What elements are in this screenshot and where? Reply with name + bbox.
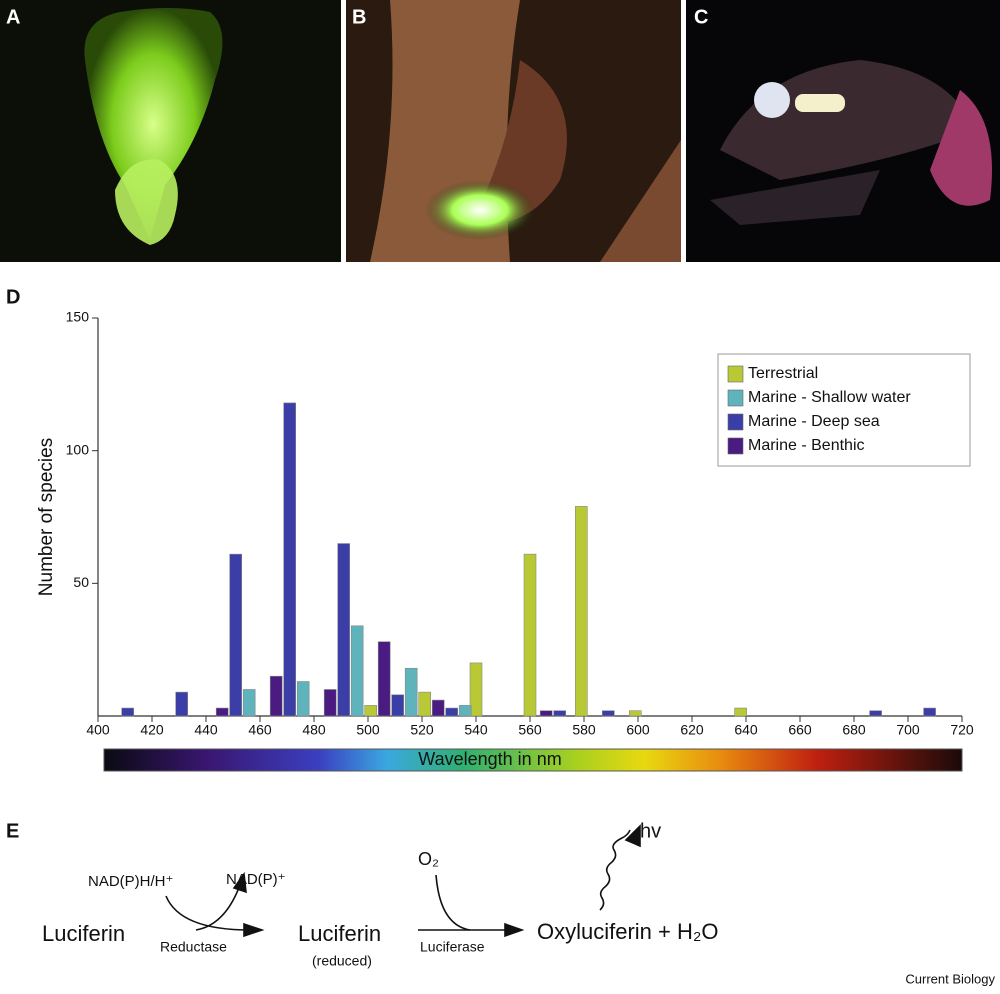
x-tick-label: 520	[410, 722, 434, 738]
x-tick-label: 580	[572, 722, 596, 738]
y-axis-label: Number of species	[36, 438, 57, 596]
arrow	[435, 874, 471, 931]
bar	[628, 710, 642, 717]
y-tick-label: 50	[73, 574, 89, 590]
bar	[553, 710, 567, 717]
arrow	[165, 895, 251, 931]
bar	[869, 710, 882, 717]
reaction-text: O₂	[418, 849, 439, 869]
bar	[469, 662, 483, 717]
arrow	[195, 884, 241, 931]
bar	[458, 705, 472, 717]
x-tick-label: 560	[518, 722, 542, 738]
bar	[269, 675, 283, 717]
x-tick-label: 540	[464, 722, 488, 738]
bar	[283, 402, 297, 717]
legend-label: Marine - Shallow water	[748, 389, 911, 406]
x-axis-label: Wavelength in nm	[418, 749, 561, 769]
legend-label: Marine - Benthic	[748, 437, 865, 454]
x-tick-label: 420	[140, 722, 164, 738]
panel-label: A	[6, 6, 20, 28]
legend-label: Marine - Deep sea	[748, 413, 880, 430]
fish-eye	[754, 82, 790, 118]
bar	[523, 553, 537, 717]
reaction-text: Luciferase	[420, 939, 485, 955]
bar	[121, 707, 134, 717]
legend-swatch	[727, 365, 744, 383]
x-tick-label: 400	[86, 722, 110, 738]
bar	[601, 710, 615, 717]
bar	[215, 707, 229, 717]
legend-box	[717, 353, 971, 467]
arrowhead	[504, 922, 525, 938]
bar	[323, 689, 337, 717]
mushroom-cap	[84, 8, 223, 240]
bar	[574, 506, 588, 717]
bar	[404, 667, 418, 717]
bar	[175, 691, 188, 717]
x-tick-label: 680	[842, 722, 866, 738]
branch	[600, 140, 681, 262]
photophore	[795, 94, 845, 112]
reaction-text: hv	[640, 820, 661, 842]
bar	[923, 707, 936, 717]
bar	[350, 625, 364, 717]
panel-label: D	[6, 286, 20, 308]
mushroom-small	[115, 159, 178, 245]
x-tick-label: 660	[788, 722, 812, 738]
reaction-text: NAD(P)H/H⁺	[88, 873, 173, 890]
reaction-text: Oxyluciferin + H₂O	[537, 919, 719, 944]
x-tick-label: 700	[896, 722, 920, 738]
x-tick-label: 440	[194, 722, 218, 738]
insect-glow	[425, 180, 535, 240]
bar	[431, 699, 445, 717]
footer: Current Biology	[905, 971, 995, 986]
x-tick-label: 460	[248, 722, 272, 738]
reaction-text: Luciferin	[42, 921, 125, 946]
arrowhead	[232, 871, 247, 894]
panel-label: E	[6, 820, 19, 842]
reaction-text: (reduced)	[312, 953, 372, 969]
x-tick-label: 620	[680, 722, 704, 738]
x-tick-label: 480	[302, 722, 326, 738]
bar	[377, 641, 391, 717]
x-tick-label: 640	[734, 722, 758, 738]
fish-gill	[930, 90, 992, 206]
bar	[242, 689, 256, 717]
bar	[337, 543, 351, 717]
reaction-text: Luciferin	[298, 921, 381, 946]
bar	[229, 553, 242, 717]
x-tick-label: 500	[356, 722, 380, 738]
bar	[364, 705, 378, 717]
chart: Wavelength in nm Number of species 50 100…	[36, 309, 974, 772]
reaction-text: Reductase	[160, 939, 227, 955]
bar	[296, 681, 310, 717]
light-wave	[599, 829, 631, 911]
arrowhead	[624, 824, 641, 848]
bar	[418, 691, 432, 717]
bar	[539, 710, 553, 717]
x-tick-label: 720	[950, 722, 974, 738]
y-tick-label: 100	[66, 441, 90, 457]
bar	[445, 707, 459, 717]
legend-swatch	[727, 413, 744, 431]
bar	[734, 707, 747, 717]
bar	[391, 694, 405, 717]
panel-label: C	[694, 6, 708, 28]
reaction-diagram	[165, 824, 641, 938]
fish-jaw	[710, 170, 880, 225]
legend-swatch	[727, 389, 744, 407]
legend-label: Terrestrial	[748, 365, 818, 382]
y-tick-label: 150	[66, 309, 90, 325]
arrowhead	[243, 922, 265, 938]
reaction-text: NAD(P)⁺	[226, 871, 286, 888]
spectrum-bar	[103, 748, 963, 772]
legend-swatch	[727, 437, 744, 455]
panel-label: B	[352, 6, 366, 28]
x-tick-label: 600	[626, 722, 650, 738]
